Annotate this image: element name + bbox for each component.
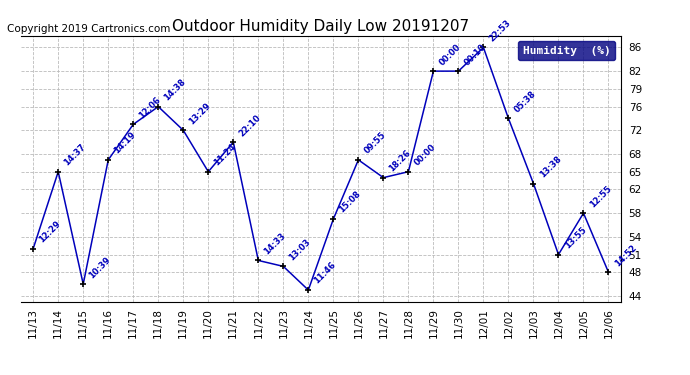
Legend: Humidity  (%): Humidity (%): [518, 41, 615, 60]
Text: 05:38: 05:38: [513, 89, 538, 114]
Text: 00:10: 00:10: [462, 42, 488, 67]
Text: 13:38: 13:38: [538, 154, 563, 179]
Text: 22:10: 22:10: [237, 112, 263, 138]
Text: 11:46: 11:46: [313, 261, 338, 286]
Text: 22:53: 22:53: [488, 18, 513, 43]
Text: 09:55: 09:55: [362, 130, 388, 156]
Text: 14:33: 14:33: [262, 231, 288, 256]
Text: 12:55: 12:55: [588, 184, 613, 209]
Text: 10:39: 10:39: [88, 255, 112, 280]
Text: 18:26: 18:26: [388, 148, 413, 174]
Text: 14:52: 14:52: [613, 243, 638, 268]
Text: 14:37: 14:37: [62, 142, 88, 168]
Text: 13:55: 13:55: [562, 225, 588, 251]
Text: 11:24: 11:24: [213, 142, 238, 168]
Text: 12:29: 12:29: [37, 219, 63, 245]
Text: 00:00: 00:00: [413, 142, 437, 168]
Text: 13:03: 13:03: [288, 237, 313, 262]
Text: 14:38: 14:38: [162, 77, 188, 102]
Text: 00:00: 00:00: [437, 42, 462, 67]
Text: 14:19: 14:19: [112, 130, 138, 156]
Text: 12:06: 12:06: [137, 95, 163, 120]
Title: Outdoor Humidity Daily Low 20191207: Outdoor Humidity Daily Low 20191207: [172, 20, 469, 34]
Text: 15:08: 15:08: [337, 190, 363, 215]
Text: Copyright 2019 Cartronics.com: Copyright 2019 Cartronics.com: [7, 24, 170, 34]
Text: 13:29: 13:29: [188, 101, 213, 126]
